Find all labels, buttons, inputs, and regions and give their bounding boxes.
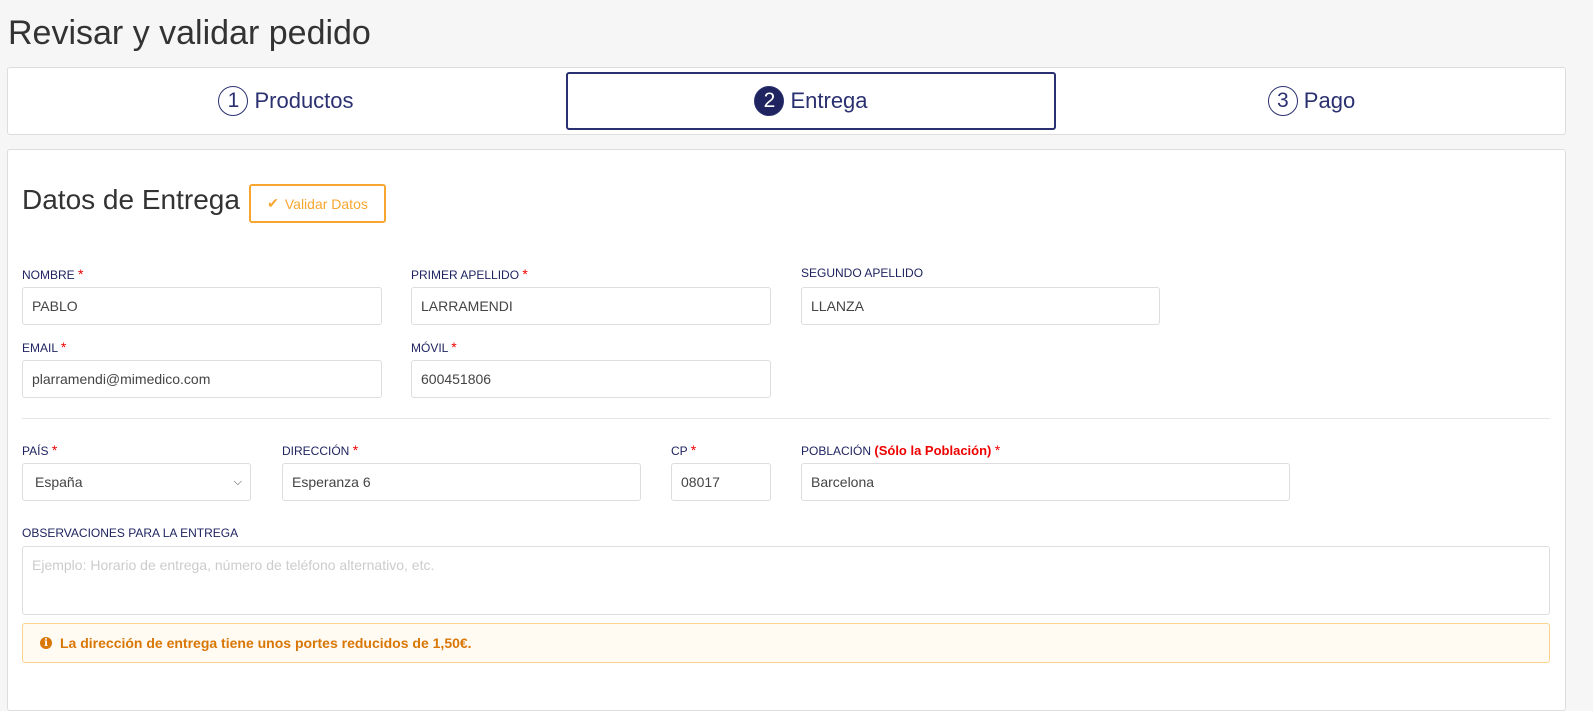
page-title: Revisar y validar pedido <box>8 14 371 52</box>
segundo-apellido-input[interactable]: LLANZA <box>801 287 1160 325</box>
validate-label: Validar Datos <box>284 195 368 212</box>
nombre-label: Nombre * <box>22 266 84 282</box>
checkout-steps: 1 Productos 2 Entrega 3 Pago <box>7 67 1566 135</box>
step-entrega[interactable]: 2 Entrega <box>566 72 1056 130</box>
step-label: Pago <box>1303 88 1356 113</box>
cp-input[interactable]: 08017 <box>671 463 771 501</box>
shipping-alert: i La dirección de entrega tiene unos port… <box>22 623 1550 663</box>
observaciones-label: Observaciones para la entrega <box>22 526 239 540</box>
delivery-card <box>7 149 1566 711</box>
section-title: Datos de Entrega <box>22 184 240 215</box>
validate-data-button[interactable]: ✔ Validar Datos <box>249 184 386 223</box>
divider <box>22 418 1550 419</box>
step-number: 2 <box>754 86 785 116</box>
step-number: 1 <box>218 86 249 116</box>
segundo-apellido-label: Segundo Apellido <box>801 266 924 280</box>
movil-input[interactable]: 600451806 <box>411 360 771 398</box>
step-pago[interactable]: 3 Pago <box>1058 68 1565 134</box>
pais-label: País * <box>22 442 58 458</box>
step-productos[interactable]: 1 Productos <box>8 68 564 134</box>
observaciones-textarea[interactable]: Ejemplo: Horario de entrega, número de t… <box>22 546 1550 615</box>
cp-label: CP * <box>671 442 697 458</box>
nombre-input[interactable]: PABLO <box>22 287 382 325</box>
info-circle-icon: i <box>40 637 52 649</box>
alert-text: La dirección de entrega tiene unos porte… <box>60 635 472 651</box>
email-input[interactable]: plarramendi@mimedico.com <box>22 360 382 398</box>
step-label: Productos <box>254 88 354 113</box>
primer-apellido-input[interactable]: LARRAMENDI <box>411 287 771 325</box>
chevron-down-icon: ⌵ <box>233 475 242 488</box>
direccion-input[interactable]: Esperanza 6 <box>282 463 641 501</box>
poblacion-label: Población (Sólo la Población) * <box>801 442 1001 458</box>
email-label: Email * <box>22 339 67 355</box>
check-icon: ✔ <box>267 195 279 211</box>
step-number: 3 <box>1267 86 1298 116</box>
movil-label: Móvil * <box>411 339 457 355</box>
poblacion-input[interactable]: Barcelona <box>801 463 1290 501</box>
step-label: Entrega <box>790 88 868 113</box>
direccion-label: Dirección * <box>282 442 359 458</box>
pais-select[interactable]: España ⌵ <box>22 463 251 501</box>
primer-apellido-label: Primer Apellido * <box>411 266 528 282</box>
